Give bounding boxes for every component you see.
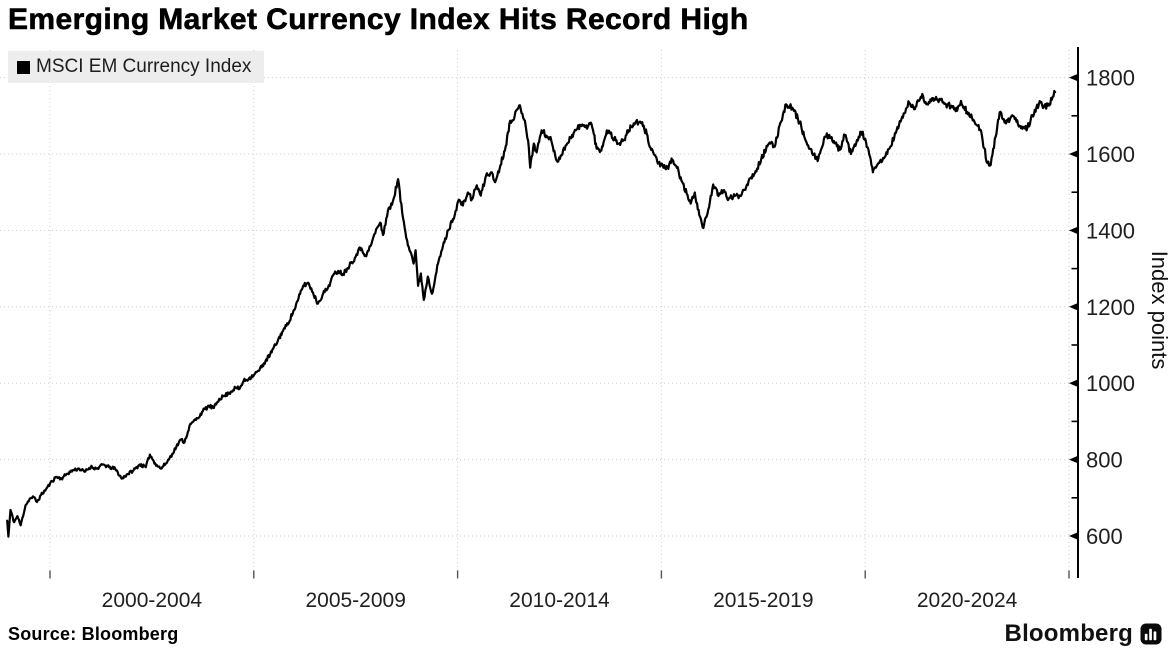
y-axis-major-tick <box>1069 303 1078 311</box>
x-axis-tick-label: 2010-2014 <box>509 589 610 612</box>
y-axis-title: Index points <box>1147 251 1171 370</box>
y-axis-major-tick <box>1069 455 1078 464</box>
y-axis-major-tick <box>1069 150 1078 158</box>
legend-label: MSCI EM Currency Index <box>36 56 252 77</box>
x-axis-tick-label: 2000-2004 <box>102 589 203 612</box>
y-axis-tick-label: 600 <box>1086 524 1123 549</box>
x-axis-tick-label: 2005-2009 <box>305 589 405 612</box>
y-axis-tick-label: 1600 <box>1086 142 1135 167</box>
msci-em-currency-index-line <box>6 89 1057 538</box>
bloomberg-logo: Bloomberg <box>1005 620 1162 648</box>
y-axis-major-tick <box>1069 379 1078 387</box>
chart-title: Emerging Market Currency Index Hits Reco… <box>8 3 749 37</box>
y-axis-tick-label: 1800 <box>1086 66 1135 91</box>
y-axis-major-tick <box>1069 532 1078 540</box>
y-axis-major-tick <box>1069 226 1078 235</box>
legend-swatch-icon <box>17 60 30 74</box>
y-axis-tick-label: 1200 <box>1086 295 1135 320</box>
bloomberg-wordmark: Bloomberg <box>1004 620 1133 647</box>
legend: MSCI EM Currency Index <box>8 51 265 83</box>
y-axis-tick-label: 1000 <box>1086 371 1135 396</box>
y-axis-major-tick <box>1069 73 1078 82</box>
x-axis-tick-label: 2015-2019 <box>713 589 813 612</box>
bloomberg-chart-icon <box>1140 623 1162 645</box>
source-note: Source: Bloomberg <box>8 624 179 644</box>
y-axis-tick-label: 1400 <box>1086 218 1135 243</box>
y-axis-tick-label: 800 <box>1086 448 1123 473</box>
x-axis-tick-label: 2020-2024 <box>917 589 1018 612</box>
